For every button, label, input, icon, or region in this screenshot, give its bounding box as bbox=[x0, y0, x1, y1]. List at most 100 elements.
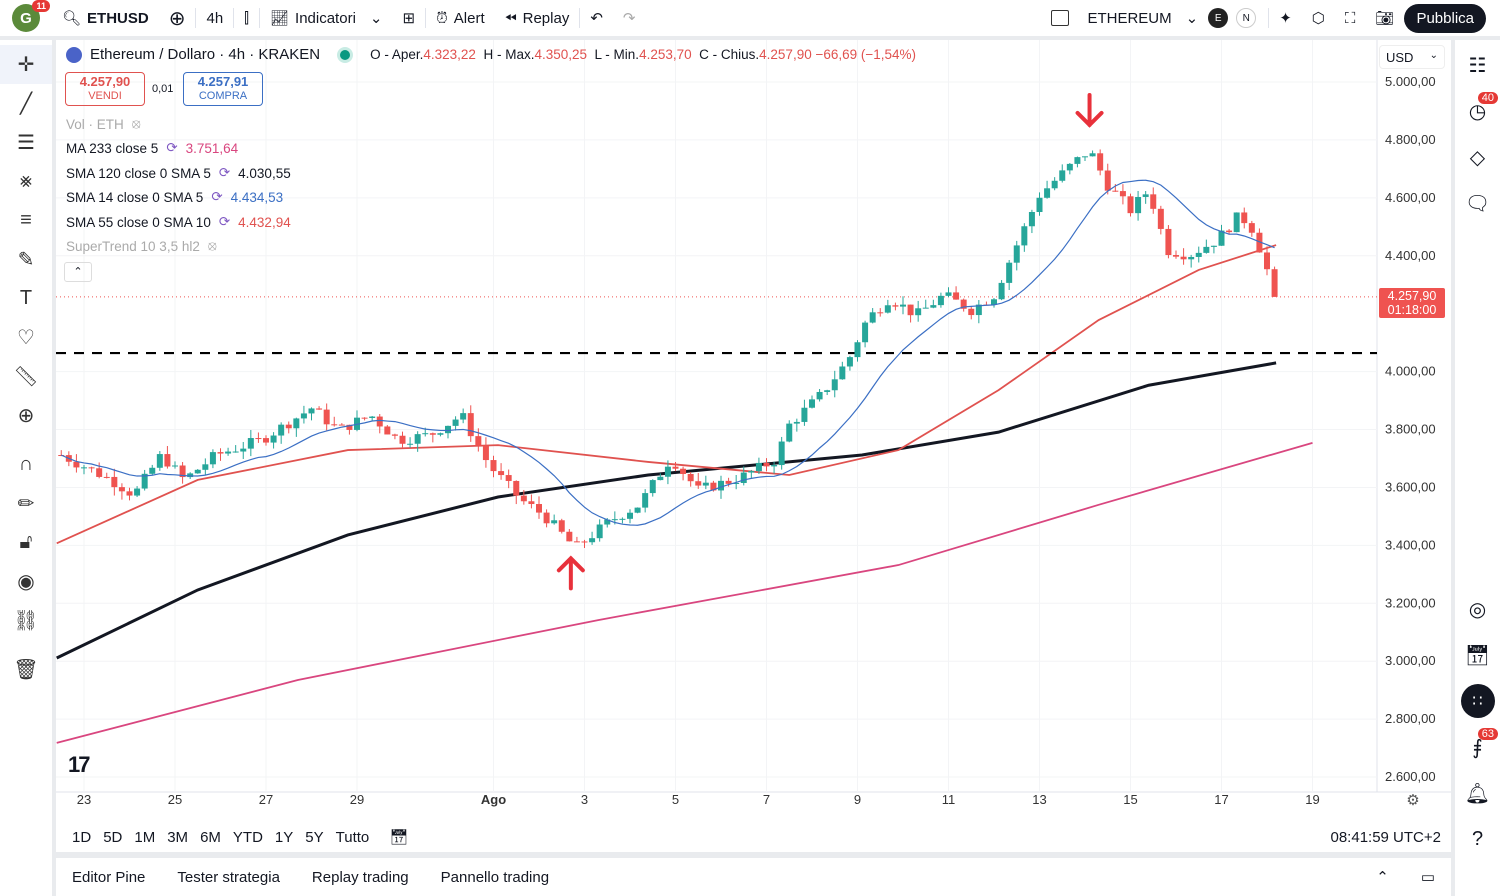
indicator-supertrend[interactable]: SuperTrend 10 3,5 hl2 ⦻ bbox=[66, 238, 217, 254]
symbol-title: Ethereum / Dollaro · 4h · KRAKEN bbox=[90, 46, 321, 63]
candle-body bbox=[680, 468, 687, 474]
indicator-ma233[interactable]: MA 233 close 5 ⟳ 3.751,64 bbox=[66, 140, 238, 156]
candle-body bbox=[664, 466, 671, 477]
remove-tool[interactable]: 🗑︎ bbox=[0, 650, 52, 689]
pattern-tool[interactable]: ⨳ bbox=[0, 162, 52, 201]
snapshot-button[interactable]: 📷︎ bbox=[1365, 0, 1404, 36]
candle-body bbox=[801, 407, 808, 422]
streams-button[interactable]: ⨎ 63 bbox=[1455, 724, 1500, 770]
alert-button[interactable]: ⏰︎ Alert bbox=[426, 0, 495, 36]
clock[interactable]: 08:41:59 UTC+2 bbox=[1330, 828, 1442, 846]
chart-layout-menu[interactable]: ETHEREUM ⌄ bbox=[1041, 0, 1208, 36]
sync-tool[interactable]: ⛓ bbox=[0, 601, 52, 640]
range-5d[interactable]: 5D bbox=[103, 828, 123, 846]
chart-panel: 5.000,00 4.800,00 4.600,00 4.400,00 4.000,00… bbox=[56, 40, 1451, 852]
apps-button[interactable]: ∷ bbox=[1455, 678, 1500, 724]
candle-body bbox=[429, 433, 436, 435]
magnet-tool[interactable]: ∩ bbox=[0, 445, 52, 484]
calendar-button[interactable]: 📅︎ bbox=[1455, 632, 1500, 678]
watchlist-button[interactable]: ☷ bbox=[1455, 42, 1500, 88]
hide-tool[interactable]: ◉ bbox=[0, 562, 52, 601]
settings-button[interactable]: ⬡ bbox=[1302, 0, 1335, 36]
interval-button[interactable]: 4h bbox=[196, 0, 233, 36]
tradingview-logo[interactable]: 17 bbox=[68, 752, 91, 777]
candle-body bbox=[1165, 228, 1172, 256]
forecast-tool[interactable]: ≡ bbox=[0, 201, 52, 240]
alerts-button[interactable]: ◷ 40 bbox=[1455, 88, 1500, 134]
chat-button[interactable]: 🗨︎ bbox=[1455, 180, 1500, 226]
eye-icon: ◉ bbox=[17, 571, 35, 593]
icon-tool[interactable]: ♡ bbox=[0, 318, 52, 357]
symbol-search[interactable]: 🔍︎ ETHUSD bbox=[52, 0, 159, 36]
range-3m[interactable]: 3M bbox=[167, 828, 189, 846]
text-tool[interactable]: T bbox=[0, 279, 52, 318]
chevron-up-icon[interactable]: ⌃ bbox=[1376, 869, 1389, 886]
candle-body bbox=[975, 304, 982, 316]
candle-body bbox=[1097, 153, 1104, 171]
publish-button[interactable]: Pubblica bbox=[1404, 3, 1486, 33]
collapse-legend-button[interactable]: ⌃ bbox=[64, 262, 92, 282]
price-chart[interactable]: 5.000,00 4.800,00 4.600,00 4.400,00 4.000,00… bbox=[56, 40, 1451, 822]
candle-body bbox=[854, 342, 861, 358]
candle-body bbox=[619, 518, 626, 520]
candle-body bbox=[407, 443, 414, 445]
user-avatar[interactable]: G 11 bbox=[12, 0, 50, 32]
candle-body bbox=[1210, 245, 1217, 247]
open-value: 4.323,22 bbox=[423, 47, 476, 62]
zoom-tool[interactable]: ⊕ bbox=[0, 396, 52, 435]
layouts-button[interactable]: ⊞ bbox=[392, 0, 425, 36]
object-tree-button[interactable]: ◇ bbox=[1455, 134, 1500, 180]
candle-body bbox=[809, 399, 815, 408]
indicator-sma55[interactable]: SMA 55 close 0 SMA 10 ⟳ 4.432,94 bbox=[66, 214, 291, 230]
goto-date-icon[interactable]: 📅︎ bbox=[389, 829, 409, 846]
range-5y[interactable]: 5Y bbox=[305, 828, 324, 846]
chart-type-button[interactable]: ⫿ bbox=[234, 0, 259, 36]
notifications-button[interactable]: 🔔︎ bbox=[1455, 770, 1500, 816]
candle-body bbox=[118, 487, 125, 492]
market-status-dot bbox=[340, 49, 351, 60]
indicator-sma120[interactable]: SMA 120 close 0 SMA 5 ⟳ 4.030,55 bbox=[66, 165, 291, 181]
candle-body bbox=[1013, 245, 1020, 263]
compare-button[interactable]: ⊕ bbox=[159, 0, 196, 36]
replay-button[interactable]: ⏪︎ Replay bbox=[495, 0, 580, 36]
fullscreen-button[interactable]: ⛶ bbox=[1335, 0, 1366, 36]
candle-body bbox=[88, 467, 95, 469]
tab-replay-trading[interactable]: Replay trading bbox=[311, 868, 409, 886]
lock-tool[interactable]: 🔓︎ bbox=[0, 523, 52, 562]
range-6m[interactable]: 6M bbox=[200, 828, 221, 846]
measure-tool[interactable]: 📏︎ bbox=[0, 357, 52, 396]
candle-body bbox=[862, 322, 869, 343]
range-1y[interactable]: 1Y bbox=[274, 828, 294, 846]
currency-select[interactable]: USD ⌄ bbox=[1379, 45, 1445, 69]
tab-pine-editor[interactable]: Editor Pine bbox=[72, 868, 146, 886]
brush-tool[interactable]: ✎ bbox=[0, 240, 52, 279]
candle-body bbox=[733, 482, 740, 484]
candle-body bbox=[573, 541, 580, 543]
quick-search-button[interactable]: ✦ bbox=[1269, 0, 1302, 36]
range-ytd[interactable]: YTD bbox=[232, 828, 263, 846]
indicator-volume[interactable]: Vol · ETH ⦻ bbox=[66, 116, 141, 132]
sell-button[interactable]: 4.257,90 VENDI bbox=[65, 72, 145, 106]
undo-button[interactable]: ↶ bbox=[580, 0, 613, 36]
square-icon bbox=[1051, 10, 1070, 26]
range-all[interactable]: Tutto bbox=[335, 828, 370, 846]
indicator-sma14[interactable]: SMA 14 close 0 SMA 5 ⟳ 4.434,53 bbox=[66, 189, 283, 205]
ideas-button[interactable]: ◎ bbox=[1455, 586, 1500, 632]
crosshair-tool[interactable]: ✛ bbox=[0, 45, 52, 84]
buy-button[interactable]: 4.257,91 COMPRA bbox=[183, 72, 263, 106]
range-1m[interactable]: 1M bbox=[134, 828, 156, 846]
lock-icon: 🔓︎ bbox=[19, 531, 33, 553]
tab-strategy-tester[interactable]: Tester strategia bbox=[177, 868, 280, 886]
maximize-panel-icon[interactable]: ▭ bbox=[1420, 869, 1435, 886]
range-1d[interactable]: 1D bbox=[72, 828, 92, 846]
trendline-tool[interactable]: ╱ bbox=[0, 84, 52, 123]
help-button[interactable]: ? bbox=[1455, 816, 1500, 862]
indicators-button[interactable]: 📈︎ Indicatori ⌄ bbox=[260, 0, 393, 36]
candle-body bbox=[369, 416, 376, 418]
stay-drawing-tool[interactable]: ✏ bbox=[0, 484, 52, 523]
price-tick-label: 3.200,00 bbox=[1385, 595, 1436, 610]
redo-button[interactable]: ↷ bbox=[613, 0, 646, 36]
tab-trading-panel[interactable]: Pannello trading bbox=[440, 868, 550, 886]
candle-body bbox=[824, 390, 831, 392]
fib-tool[interactable]: ☰ bbox=[0, 123, 52, 162]
